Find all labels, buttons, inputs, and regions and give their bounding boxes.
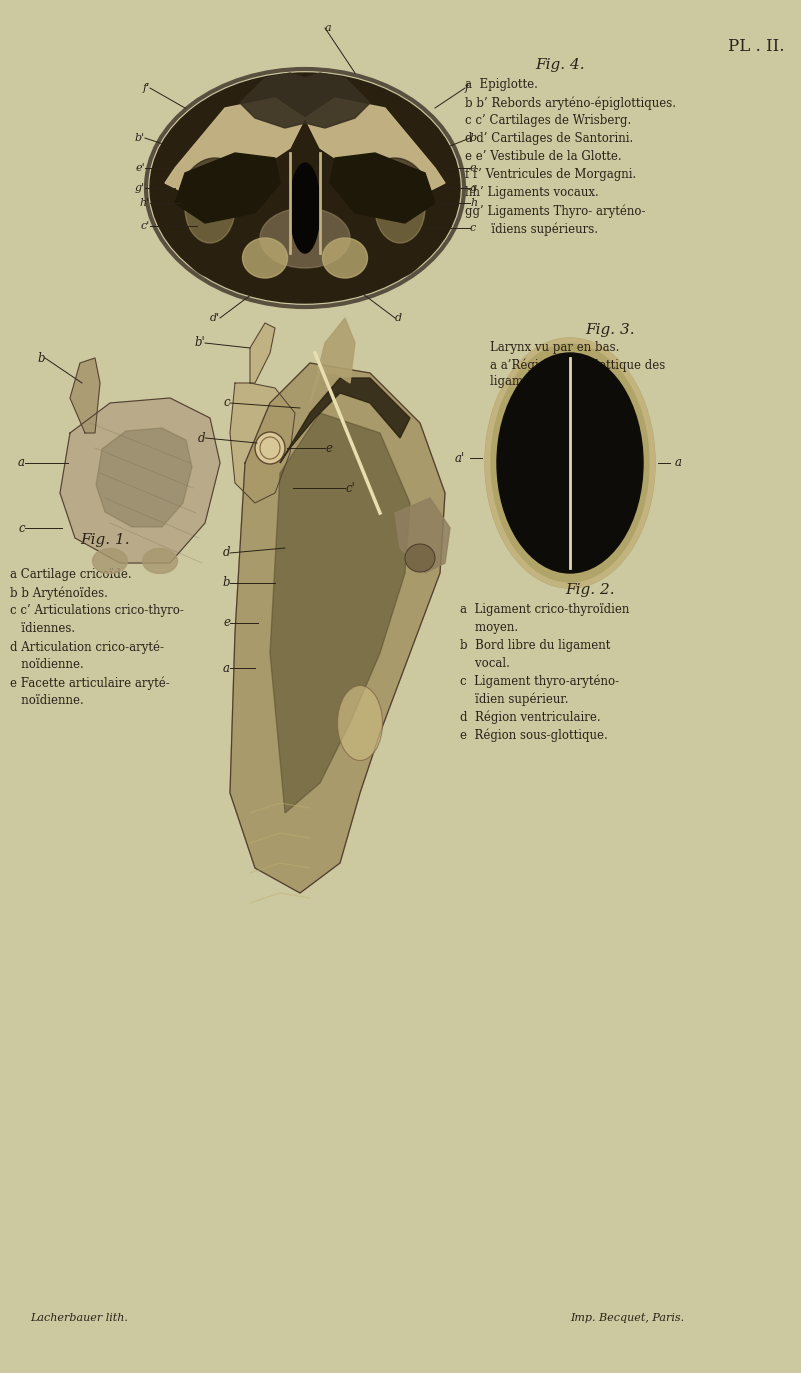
Polygon shape [165, 97, 305, 198]
Text: a: a [325, 23, 332, 33]
Ellipse shape [150, 73, 460, 303]
Text: e e’ Vestibule de la Glotte.: e e’ Vestibule de la Glotte. [465, 150, 622, 163]
Text: Fig. 4.: Fig. 4. [535, 58, 585, 71]
Text: Larynx vu par en bas.: Larynx vu par en bas. [490, 341, 619, 354]
Text: d: d [223, 546, 230, 560]
Text: noïdienne.: noïdienne. [10, 658, 84, 671]
Text: d': d' [210, 313, 220, 323]
Polygon shape [310, 319, 355, 404]
Ellipse shape [290, 163, 320, 253]
Text: noïdienne.: noïdienne. [10, 693, 84, 707]
Text: f: f [465, 82, 469, 93]
Text: moyen.: moyen. [460, 621, 518, 634]
Ellipse shape [260, 207, 350, 268]
Text: e  Région sous-glottique.: e Région sous-glottique. [460, 729, 608, 743]
Text: ligaments vocaux.: ligaments vocaux. [490, 375, 598, 389]
Text: d: d [198, 431, 205, 445]
Ellipse shape [355, 158, 435, 277]
Ellipse shape [337, 685, 383, 761]
Text: c': c' [345, 482, 355, 494]
Text: c c’ Cartilages de Wrisberg.: c c’ Cartilages de Wrisberg. [465, 114, 631, 126]
Ellipse shape [323, 238, 368, 277]
Text: PL . II.: PL . II. [728, 38, 785, 55]
Text: a: a [18, 456, 25, 470]
Text: a a’Région sous-glottique des: a a’Région sous-glottique des [490, 358, 666, 372]
Text: h: h [470, 198, 477, 207]
Text: b: b [223, 577, 230, 589]
Polygon shape [175, 152, 280, 222]
Text: d: d [395, 313, 402, 323]
Polygon shape [60, 398, 220, 563]
Ellipse shape [143, 548, 178, 574]
Text: a: a [675, 456, 682, 470]
Text: Lacherbauer lith.: Lacherbauer lith. [30, 1313, 128, 1324]
Polygon shape [230, 362, 445, 892]
Polygon shape [96, 428, 192, 527]
Text: e: e [470, 163, 477, 173]
Text: Imp. Becquet, Paris.: Imp. Becquet, Paris. [570, 1313, 684, 1324]
Text: a Cartilage cricoïde.: a Cartilage cricoïde. [10, 568, 131, 581]
Text: Fig. 3.: Fig. 3. [586, 323, 635, 336]
Text: Fig. 2.: Fig. 2. [566, 584, 615, 597]
Text: b b Aryténoïdes.: b b Aryténoïdes. [10, 586, 108, 600]
Text: e': e' [135, 163, 145, 173]
Text: c: c [470, 222, 477, 233]
Polygon shape [330, 152, 435, 222]
Text: Fig. 1.: Fig. 1. [80, 533, 130, 546]
Ellipse shape [243, 238, 288, 277]
Text: f': f' [143, 82, 150, 93]
Text: a': a' [455, 452, 465, 464]
Polygon shape [240, 73, 370, 128]
Text: b  Bord libre du ligament: b Bord libre du ligament [460, 638, 610, 652]
Ellipse shape [485, 338, 655, 588]
Ellipse shape [497, 353, 643, 573]
Text: c  Ligament thyro-aryténo-: c Ligament thyro-aryténo- [460, 676, 619, 688]
Text: hh’ Ligaments vocaux.: hh’ Ligaments vocaux. [465, 185, 599, 199]
Ellipse shape [185, 173, 235, 243]
Text: e: e [325, 442, 332, 454]
Text: gg’ Ligaments Thyro- aryténo-: gg’ Ligaments Thyro- aryténo- [465, 205, 646, 217]
Text: d Articulation crico-aryté-: d Articulation crico-aryté- [10, 640, 164, 654]
Text: f f’ Ventricules de Morgagni.: f f’ Ventricules de Morgagni. [465, 168, 636, 181]
Text: a  Epiglotte.: a Epiglotte. [465, 78, 538, 91]
Polygon shape [70, 358, 100, 432]
Text: e Facette articulaire aryté-: e Facette articulaire aryté- [10, 676, 170, 689]
Ellipse shape [175, 158, 255, 277]
Text: b b’ Rebords aryténo-épiglottiques.: b b’ Rebords aryténo-épiglottiques. [465, 96, 676, 110]
Text: a: a [223, 662, 230, 674]
Text: c: c [18, 522, 25, 534]
Polygon shape [395, 498, 450, 573]
Text: vocal.: vocal. [460, 658, 510, 670]
Text: ïdiennes.: ïdiennes. [10, 622, 75, 634]
Ellipse shape [375, 173, 425, 243]
Text: ïdiens supérieurs.: ïdiens supérieurs. [465, 222, 598, 236]
Polygon shape [280, 378, 410, 463]
Text: ïdien supérieur.: ïdien supérieur. [460, 693, 569, 707]
Text: b': b' [195, 336, 205, 350]
Text: d  Région ventriculaire.: d Région ventriculaire. [460, 711, 601, 725]
Text: g: g [470, 183, 477, 194]
Text: h': h' [140, 198, 150, 207]
Ellipse shape [255, 432, 285, 464]
Text: b': b' [135, 133, 145, 143]
Polygon shape [250, 323, 275, 383]
Text: d d’ Cartilages de Santorini.: d d’ Cartilages de Santorini. [465, 132, 634, 146]
Text: c: c [223, 397, 230, 409]
Text: e: e [223, 616, 230, 629]
Text: b: b [38, 351, 45, 364]
Ellipse shape [405, 544, 435, 573]
Text: a  Ligament crico-thyroïdien: a Ligament crico-thyroïdien [460, 603, 630, 616]
Text: b: b [470, 133, 477, 143]
Text: c': c' [141, 221, 150, 231]
Text: g': g' [135, 183, 145, 194]
Ellipse shape [92, 548, 127, 574]
Polygon shape [230, 383, 295, 503]
Polygon shape [270, 413, 410, 813]
Polygon shape [305, 97, 445, 198]
Text: c c’ Articulations crico-thyro-: c c’ Articulations crico-thyro- [10, 604, 184, 616]
